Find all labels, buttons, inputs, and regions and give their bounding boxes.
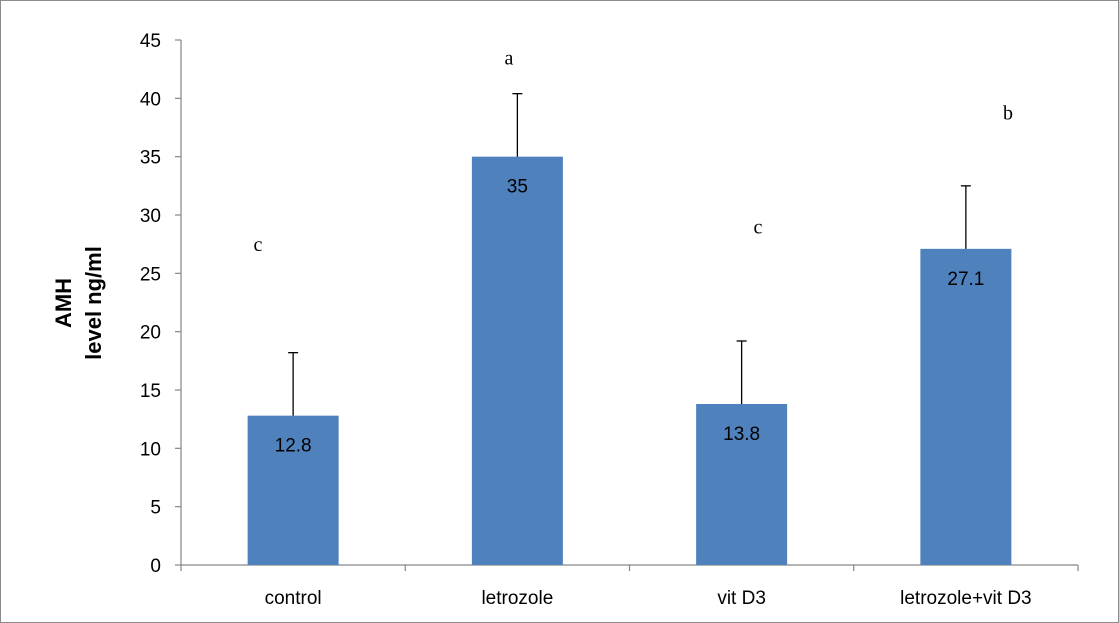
- bars: 12.8 c 35 a 13.8 c 27.1 b: [247, 48, 1013, 566]
- y-axis-ticks: 0 5 10 15 20 25 30 35 40 45: [140, 31, 1079, 577]
- y-tick-label: 40: [140, 89, 161, 110]
- significance-letter-2: c: [754, 217, 763, 239]
- bar-1: [471, 156, 563, 565]
- x-category-label-0: control: [265, 588, 322, 609]
- y-axis-title-line-2: level ng/ml: [81, 246, 106, 360]
- significance-letter-3: b: [1003, 102, 1013, 124]
- x-category-label-2: vit D3: [717, 588, 766, 609]
- bar-0: [247, 415, 339, 565]
- data-label-3: 27.1: [947, 269, 984, 290]
- y-tick-label: 0: [150, 556, 161, 577]
- y-tick-label: 15: [140, 381, 161, 402]
- significance-letter-0: c: [254, 234, 263, 256]
- y-tick-label: 10: [140, 439, 161, 460]
- significance-letter-1: a: [505, 48, 514, 70]
- y-tick-label: 45: [140, 31, 161, 52]
- data-label-1: 35: [507, 177, 528, 198]
- y-axis-title-line-1: AMH: [51, 278, 76, 328]
- y-tick-label: 25: [140, 264, 161, 285]
- data-label-2: 13.8: [723, 424, 760, 445]
- y-axis-title: AMH level ng/ml: [51, 246, 106, 360]
- y-tick-label: 30: [140, 206, 161, 227]
- y-tick-label: 35: [140, 148, 161, 169]
- x-category-label-3: letrozole+vit D3: [900, 588, 1031, 609]
- x-category-label-1: letrozole: [481, 588, 553, 609]
- x-axis-labels: control letrozole vit D3 letrozole+vit D3: [265, 588, 1032, 609]
- y-tick-label: 5: [150, 498, 161, 519]
- y-tick-label: 20: [140, 323, 161, 344]
- bar-2: [696, 404, 788, 565]
- data-label-0: 12.8: [275, 436, 312, 457]
- bar-3: [920, 248, 1012, 566]
